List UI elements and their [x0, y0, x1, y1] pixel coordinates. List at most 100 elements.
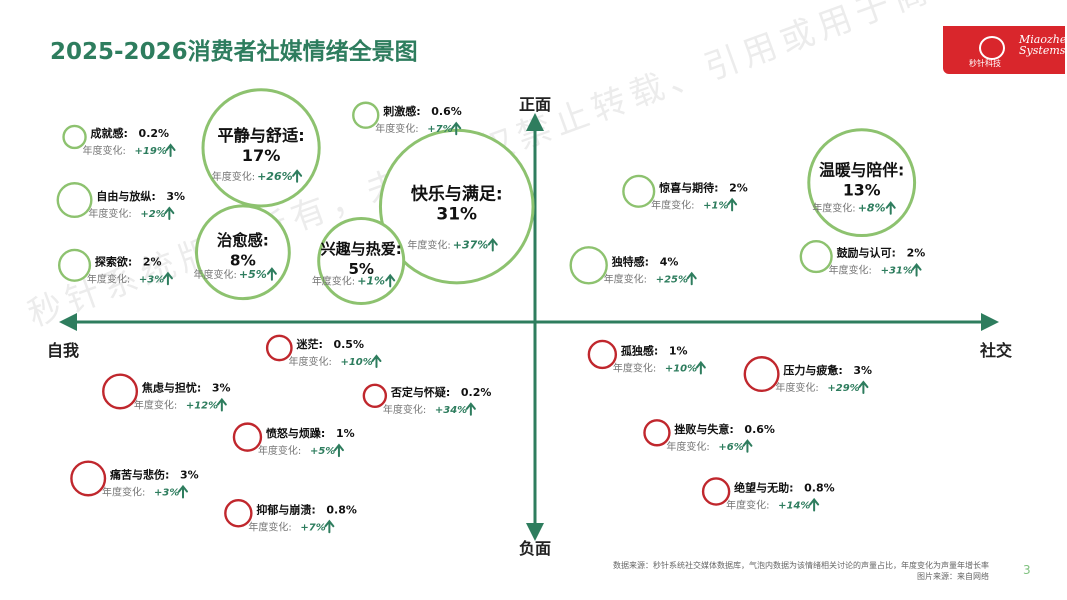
bubble-4 — [317, 216, 406, 305]
page-title: 2025-2026消费者社媒情绪全景图 — [50, 39, 418, 65]
bubble-share-2: 13% — [843, 181, 881, 200]
bubble-label-1: 快乐与满足: — [411, 184, 503, 205]
bubble-change-label-14: 年度变化: — [383, 403, 426, 416]
logo-en-text: Miaozhen Systems — [1019, 34, 1067, 56]
bubble-arrow-14 — [465, 402, 476, 416]
bubble-arrow-5 — [165, 143, 176, 157]
bubble-16 — [70, 460, 107, 497]
bubble-7 — [57, 248, 92, 282]
bubble-arrow-11 — [911, 262, 922, 277]
bubble-13 — [102, 373, 139, 410]
bubble-3 — [195, 204, 291, 301]
bubble-change-5: +19% — [135, 146, 167, 157]
bubble-label-18: 孤独感: — [621, 343, 658, 357]
bubble-change-12: +10% — [340, 357, 372, 368]
bubble-arrow-3 — [266, 267, 277, 281]
bubble-18 — [587, 339, 618, 370]
bubble-0 — [201, 88, 321, 208]
bubble-change-label-0: 年度变化: — [212, 170, 255, 183]
bubble-change-label-16: 年度变化: — [102, 485, 145, 498]
image-source-note: 图片来源：来自网络 — [917, 572, 989, 581]
bubble-change-label-12: 年度变化: — [288, 355, 331, 368]
bubble-19 — [743, 356, 780, 393]
bubble-6 — [56, 182, 93, 219]
bubble-8 — [352, 101, 380, 129]
bubble-2 — [807, 128, 917, 238]
page-number: 3 — [1023, 563, 1031, 577]
bubble-share-15: 1% — [336, 427, 355, 440]
bubble-change-0: +26% — [257, 170, 293, 183]
bubble-label-4: 兴趣与热爱: — [321, 240, 402, 258]
bubble-label-2: 温暖与陪伴: — [819, 161, 904, 180]
bubble-label-11: 鼓励与认可: — [837, 246, 896, 260]
bubble-label-21: 绝望与无助: — [734, 481, 793, 495]
bubble-share-6: 3% — [166, 190, 185, 203]
bubble-share-12: 0.5% — [333, 338, 364, 351]
bubble-arrow-13 — [216, 397, 227, 412]
bubble-arrow-19 — [858, 380, 869, 395]
logo-cn-text: 秒针科技 — [969, 59, 1001, 68]
axis-label-bottom: 负面 — [519, 539, 551, 558]
bubble-share-20: 0.6% — [744, 423, 775, 436]
bubble-change-label-9: 年度变化: — [651, 198, 694, 211]
company-logo: 秒针科技 Miaozhen Systems — [943, 26, 1067, 74]
bubble-change-17: +7% — [300, 522, 325, 533]
bubble-change-label-13: 年度变化: — [134, 398, 177, 411]
bubble-change-14: +34% — [435, 405, 467, 416]
bubble-label-19: 压力与疲惫: — [783, 363, 842, 377]
bubble-change-18: +10% — [665, 363, 697, 374]
bubble-change-label-10: 年度变化: — [604, 272, 647, 285]
bubble-change-label-17: 年度变化: — [248, 520, 291, 533]
bubble-label-3: 治愈感: — [217, 231, 269, 249]
bubble-share-5: 0.2% — [139, 127, 170, 140]
bubble-share-13: 3% — [212, 381, 231, 394]
bubble-arrow-8 — [451, 121, 462, 136]
bubble-share-10: 4% — [660, 255, 679, 268]
bubble-share-0: 17% — [242, 146, 281, 165]
bubble-5 — [62, 124, 87, 150]
axis-label-top: 正面 — [519, 95, 551, 114]
bubble-label-9: 惊喜与期待: — [659, 180, 718, 194]
bubble-9 — [622, 174, 656, 208]
bubble-share-4: 5% — [348, 260, 374, 278]
bubble-label-13: 焦虑与担忧: — [141, 380, 201, 394]
bubble-change-label-20: 年度变化: — [666, 440, 709, 453]
bubble-arrow-12 — [371, 354, 382, 368]
bubble-change-6: +2% — [140, 209, 165, 220]
bubble-change-label-21: 年度变化: — [726, 499, 769, 512]
bubble-label-15: 愤怒与烦躁: — [266, 426, 325, 440]
bubble-change-19: +29% — [827, 383, 859, 394]
bubble-label-14: 否定与怀疑: — [390, 385, 450, 399]
bubble-change-3: +5% — [239, 268, 267, 281]
bubble-label-6: 自由与放纵: — [96, 189, 155, 203]
bubble-share-8: 0.6% — [431, 105, 462, 118]
bubble-change-label-5: 年度变化: — [83, 144, 126, 157]
bubble-share-1: 31% — [436, 205, 477, 225]
footer-notes: 数据来源：秒针系统社交媒体数据库，气泡内数据为该情绪相关讨论的声量占比，年度变化… — [613, 560, 989, 582]
bubble-change-16: +3% — [154, 487, 179, 498]
bubble-share-14: 0.2% — [461, 386, 492, 399]
bubble-change-label-4: 年度变化: — [312, 274, 355, 287]
bubble-change-label-7: 年度变化: — [87, 272, 130, 285]
bubble-arrow-20 — [742, 439, 753, 453]
bubble-share-9: 2% — [729, 181, 748, 194]
bubble-label-10: 独特感: — [611, 254, 649, 268]
bubble-arrow-2 — [885, 201, 896, 215]
bubble-change-4: +1% — [357, 274, 385, 287]
bubble-change-8: +7% — [427, 124, 452, 135]
bubble-10 — [569, 246, 608, 285]
bubble-change-label-15: 年度变化: — [258, 444, 301, 457]
bubble-arrow-21 — [809, 497, 820, 512]
bubble-arrow-18 — [695, 360, 706, 375]
bubble-arrow-9 — [727, 197, 738, 212]
bubble-change-20: +6% — [718, 442, 743, 453]
bubble-arrow-0 — [292, 169, 303, 183]
bubble-14 — [362, 383, 388, 409]
bubble-share-3: 8% — [230, 251, 256, 269]
bubble-share-18: 1% — [669, 344, 688, 357]
bubble-11 — [799, 240, 833, 274]
bubble-change-label-19: 年度变化: — [775, 381, 818, 394]
bubble-change-13: +12% — [186, 400, 218, 411]
bubble-change-label-2: 年度变化: — [812, 202, 855, 215]
